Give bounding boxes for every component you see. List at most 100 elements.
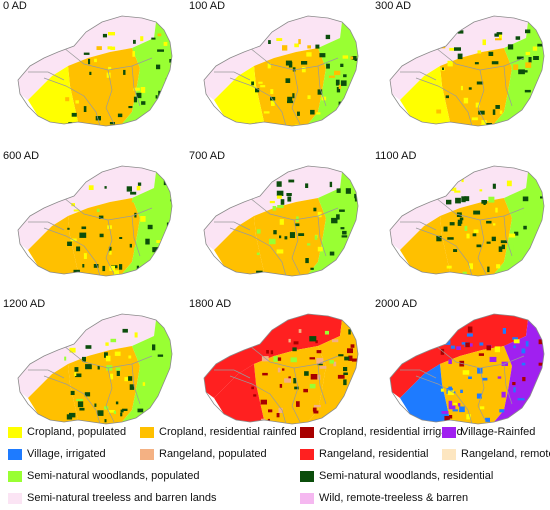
land-use-cell	[285, 78, 291, 83]
land-use-cell	[104, 352, 108, 358]
province-boundary	[131, 215, 141, 257]
land-use-cell	[70, 390, 75, 395]
land-use-cell	[316, 350, 322, 354]
region-outline	[389, 313, 545, 425]
land-use-cell	[96, 208, 100, 212]
land-use-cell	[350, 252, 357, 255]
land-use-cell	[495, 207, 498, 213]
land-use-cell	[319, 366, 327, 369]
land-use-cell	[298, 233, 305, 236]
land-use-cell	[310, 109, 315, 115]
land-use-cell	[102, 33, 107, 38]
land-use-cell	[353, 259, 357, 262]
province-boundary	[28, 221, 65, 231]
land-use-cell	[524, 89, 531, 93]
land-use-cell	[77, 401, 84, 408]
land-use-zone-south	[214, 364, 264, 422]
land-use-cell	[309, 383, 316, 389]
province-boundary	[105, 367, 115, 423]
region-map	[17, 313, 173, 425]
land-use-cell	[493, 223, 496, 226]
land-use-cell	[338, 84, 341, 89]
land-use-cell	[169, 98, 172, 104]
land-use-cell	[346, 414, 350, 417]
land-use-cell	[82, 264, 85, 268]
land-use-zone-south	[214, 66, 264, 124]
land-use-cell	[488, 51, 494, 56]
land-use-cell	[473, 229, 479, 233]
land-use-cell	[447, 390, 454, 395]
land-use-zone-west	[18, 16, 156, 100]
land-use-cell	[458, 403, 461, 407]
legend-item: Semi-natural woodlands, populated	[8, 468, 199, 484]
land-use-cell	[276, 249, 284, 254]
land-use-cell	[273, 356, 278, 362]
land-use-cell	[334, 70, 341, 76]
land-use-cell	[523, 225, 527, 230]
land-use-cell	[107, 46, 112, 50]
legend-item: Semi-natural treeless and barren lands	[8, 490, 217, 506]
land-use-cell	[315, 340, 318, 344]
land-use-cell	[277, 205, 284, 208]
land-use-cell	[130, 191, 137, 195]
land-use-cell	[108, 410, 115, 413]
legend-item: Cropland, populated	[8, 424, 126, 440]
legend-swatch	[442, 448, 456, 460]
land-use-cell	[119, 264, 123, 270]
land-use-cell	[450, 345, 455, 349]
land-use-cell	[473, 210, 481, 215]
land-use-cell	[141, 273, 146, 276]
land-use-cell	[104, 406, 109, 410]
land-use-cell	[116, 370, 120, 376]
land-use-cell	[67, 227, 70, 230]
land-use-cell	[336, 188, 341, 193]
province-boundary	[400, 221, 437, 231]
map-panel-5: 1100 AD	[372, 150, 550, 280]
land-use-cell	[499, 409, 505, 413]
land-use-cell	[76, 246, 81, 252]
land-use-cell	[476, 81, 484, 85]
legend-label: Village, irrigated	[27, 448, 106, 460]
land-use-cell	[486, 345, 491, 351]
land-use-zone-east	[122, 22, 172, 124]
land-use-cell	[530, 356, 536, 362]
land-use-cell	[104, 419, 107, 423]
land-use-cell	[136, 92, 142, 99]
land-use-cell	[298, 329, 302, 333]
land-use-cell	[454, 190, 461, 193]
region-outline	[17, 165, 173, 277]
land-use-cell	[287, 196, 292, 202]
land-use-cell	[438, 40, 442, 44]
land-use-cell	[316, 112, 321, 115]
land-use-cell	[340, 271, 347, 275]
land-use-cell	[354, 231, 358, 236]
land-use-cell	[309, 357, 315, 360]
land-use-cell	[491, 61, 499, 65]
land-use-cell	[126, 186, 132, 192]
land-use-cell	[172, 62, 175, 66]
land-use-cell	[128, 274, 132, 276]
map-panel-3: 600 AD	[0, 150, 178, 280]
land-use-cell	[513, 339, 520, 344]
map-panel-6: 1200 AD	[0, 298, 178, 428]
land-use-cell	[105, 342, 109, 346]
land-use-cell	[282, 45, 288, 51]
land-use-cell	[513, 387, 516, 393]
land-use-cell	[317, 89, 323, 95]
land-use-cell	[354, 193, 358, 199]
land-use-cell	[478, 353, 484, 356]
region-map	[389, 15, 545, 127]
legend-swatch	[300, 470, 314, 482]
province-boundary	[317, 215, 327, 257]
land-use-cell	[525, 29, 531, 34]
land-use-cell	[145, 114, 150, 121]
land-use-cell	[151, 37, 156, 40]
province-boundary	[503, 65, 513, 107]
land-use-cell	[486, 241, 491, 244]
land-use-cell	[349, 391, 354, 396]
land-use-zone-east	[308, 22, 358, 124]
land-use-cell	[329, 181, 333, 188]
land-use-cell	[461, 196, 466, 203]
land-use-cell	[294, 386, 299, 390]
land-use-cell	[287, 96, 293, 102]
